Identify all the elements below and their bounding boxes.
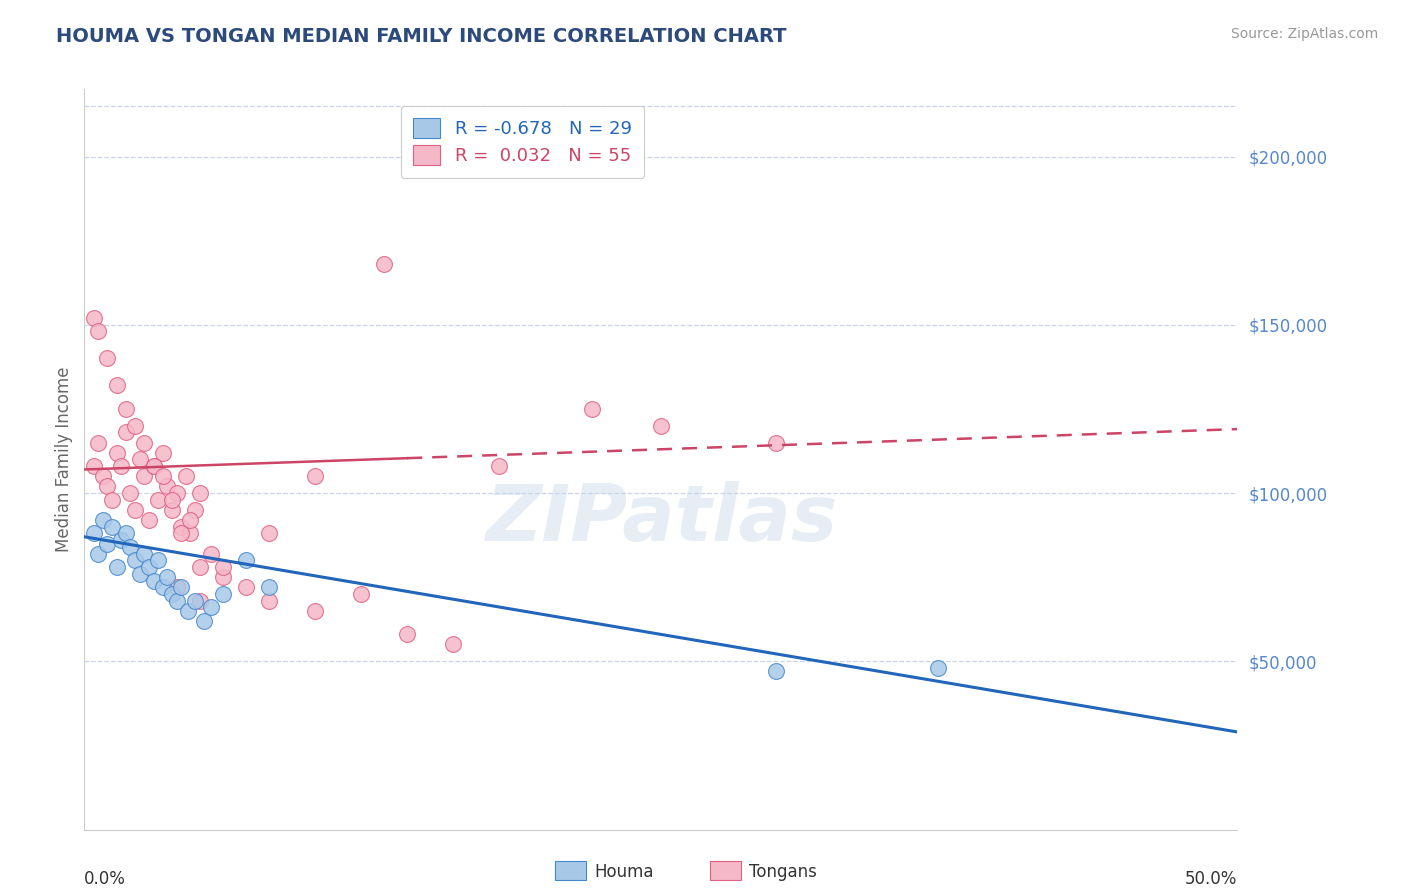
Point xyxy=(124,418,146,433)
Point xyxy=(152,580,174,594)
Point xyxy=(110,459,132,474)
Point xyxy=(304,469,326,483)
Point xyxy=(83,526,105,541)
Point xyxy=(138,513,160,527)
Point xyxy=(156,479,179,493)
Point xyxy=(83,459,105,474)
Point xyxy=(120,486,142,500)
Point xyxy=(166,486,188,500)
Point xyxy=(128,452,150,467)
Point xyxy=(188,486,211,500)
Point xyxy=(177,604,200,618)
Point xyxy=(142,459,165,474)
Text: 50.0%: 50.0% xyxy=(1185,870,1237,888)
Point xyxy=(179,513,201,527)
Point xyxy=(174,469,197,483)
Point xyxy=(193,614,215,628)
Point xyxy=(142,574,165,588)
Point xyxy=(101,492,124,507)
Point xyxy=(211,560,233,574)
Point xyxy=(396,627,419,641)
Point xyxy=(170,580,193,594)
Point xyxy=(146,492,169,507)
Text: 0.0%: 0.0% xyxy=(84,870,127,888)
Point xyxy=(304,604,326,618)
Point xyxy=(120,540,142,554)
Point xyxy=(184,503,207,517)
Point xyxy=(134,435,156,450)
Point xyxy=(765,665,787,679)
Point xyxy=(91,469,114,483)
Point xyxy=(87,547,110,561)
Point xyxy=(96,351,118,366)
Point xyxy=(152,445,174,459)
Point xyxy=(128,566,150,581)
Point xyxy=(115,401,138,416)
Point xyxy=(373,257,395,271)
Point xyxy=(188,593,211,607)
Point xyxy=(200,547,222,561)
Point xyxy=(124,503,146,517)
Point xyxy=(115,425,138,440)
Point xyxy=(765,435,787,450)
Point xyxy=(160,503,183,517)
Text: ZIPatlas: ZIPatlas xyxy=(485,481,837,557)
Point xyxy=(257,526,280,541)
Point xyxy=(170,526,193,541)
Legend: R = -0.678   N = 29, R =  0.032   N = 55: R = -0.678 N = 29, R = 0.032 N = 55 xyxy=(401,105,644,178)
Point xyxy=(441,637,464,651)
Point xyxy=(488,459,510,474)
Point xyxy=(101,519,124,533)
Point xyxy=(87,325,110,339)
Point xyxy=(83,311,105,326)
Point xyxy=(87,435,110,450)
Point xyxy=(257,593,280,607)
Point xyxy=(927,661,949,675)
Text: Houma: Houma xyxy=(595,863,654,881)
Point xyxy=(156,570,179,584)
Point xyxy=(211,587,233,601)
Point xyxy=(105,445,128,459)
Text: Tongans: Tongans xyxy=(749,863,817,881)
Point xyxy=(179,526,201,541)
Point xyxy=(184,593,207,607)
Point xyxy=(96,536,118,550)
Point xyxy=(105,560,128,574)
Point xyxy=(235,553,257,567)
Point xyxy=(160,587,183,601)
Point xyxy=(350,587,373,601)
Point xyxy=(134,469,156,483)
Point xyxy=(188,560,211,574)
Point xyxy=(138,560,160,574)
Point xyxy=(257,580,280,594)
Point xyxy=(160,492,183,507)
Point xyxy=(152,469,174,483)
Point xyxy=(146,553,169,567)
Point xyxy=(200,600,222,615)
Point xyxy=(650,418,672,433)
Point xyxy=(134,547,156,561)
Point xyxy=(91,513,114,527)
Text: HOUMA VS TONGAN MEDIAN FAMILY INCOME CORRELATION CHART: HOUMA VS TONGAN MEDIAN FAMILY INCOME COR… xyxy=(56,27,787,45)
Point xyxy=(211,570,233,584)
Point xyxy=(110,533,132,548)
Point xyxy=(166,580,188,594)
Text: Source: ZipAtlas.com: Source: ZipAtlas.com xyxy=(1230,27,1378,41)
Point xyxy=(581,401,603,416)
Y-axis label: Median Family Income: Median Family Income xyxy=(55,367,73,552)
Point xyxy=(235,580,257,594)
Point xyxy=(124,553,146,567)
Point xyxy=(166,593,188,607)
Point xyxy=(115,526,138,541)
Point xyxy=(105,378,128,392)
Point xyxy=(170,519,193,533)
Point xyxy=(142,459,165,474)
Point xyxy=(96,479,118,493)
